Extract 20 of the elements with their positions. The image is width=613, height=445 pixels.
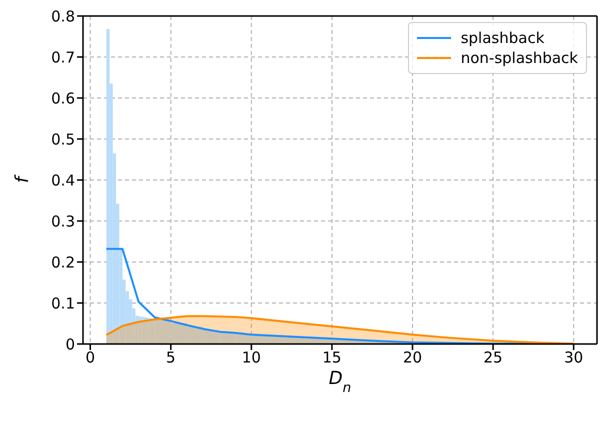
x-tick-label: 30 xyxy=(564,348,584,367)
y-tick-label: 0.6 xyxy=(51,89,75,108)
x-tick-label: 25 xyxy=(484,348,503,367)
x-tick-label: 15 xyxy=(322,348,342,367)
y-tick-label: 0.8 xyxy=(51,7,75,26)
y-tick-label: 0.7 xyxy=(51,48,75,66)
y-tick-label: 0.5 xyxy=(51,130,75,148)
y-tick-label: 0.1 xyxy=(51,294,75,312)
y-axis-title: f xyxy=(12,174,33,184)
x-tick-label: 10 xyxy=(242,348,261,367)
legend-label: splashback xyxy=(460,29,544,47)
y-tick-label: 0.3 xyxy=(51,212,75,230)
y-tick-label: 0.4 xyxy=(51,171,75,190)
x-axis-title: D$_{n}$ xyxy=(328,368,352,396)
y-tick-label: 0.2 xyxy=(51,253,75,272)
y-tick-label: 0 xyxy=(65,335,75,354)
x-tick-label: 20 xyxy=(402,348,422,367)
legend-label: non-splashback xyxy=(460,49,578,67)
x-tick-label: 5 xyxy=(166,348,176,367)
x-tick-label: 0 xyxy=(85,348,96,367)
